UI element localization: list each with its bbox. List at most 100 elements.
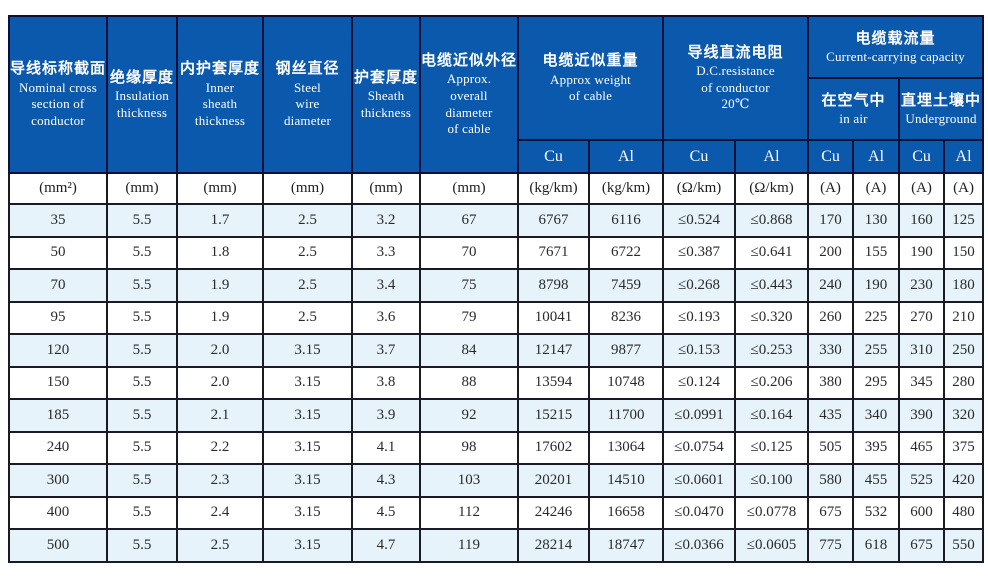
cell: 2.5 [262,203,353,238]
cell: 2.5 [262,268,353,303]
cell: 14510 [587,463,665,498]
col-header-inner-sheath-thickness: 内护套厚度 Inner sheath thickness [176,15,264,174]
cell: 119 [419,528,519,563]
cell: 240 [807,268,855,303]
table-row: 120 5.5 2.0 3.15 3.7 84 12147 9877 ≤0.153 ≤0.253 3… [8,333,985,368]
subgroup-header-en: in air [839,110,868,126]
cell: 2.0 [176,365,264,400]
cell: ≤0.0470 [662,495,737,530]
cell: 12147 [517,333,590,368]
cell: 6767 [517,203,590,238]
unit-cell: (mm) [106,172,178,205]
cell: 24246 [517,495,590,530]
cell: ≤0.0601 [662,463,737,498]
cell: 190 [852,268,901,303]
cell: 618 [852,528,901,563]
table-row: 70 5.5 1.9 2.5 3.4 75 8798 7459 ≤0.268 ≤0.443 240 1… [8,268,985,303]
cable-spec-table: 导线标称截面 Nominal cross section of conducto… [8,15,985,563]
cell: 200 [807,235,855,270]
cell: ≤0.320 [734,300,810,335]
cell: 3.4 [351,268,421,303]
table-row: 300 5.5 2.3 3.15 4.3 103 20201 14510 ≤0.0601 ≤0.1… [8,463,985,498]
cell: 3.6 [351,300,421,335]
group-header-en: D.C.resistance of conductor 20℃ [696,63,775,112]
cell: 67 [419,203,519,238]
cell: 35 [8,203,108,238]
cell: 380 [807,365,855,400]
subgroup-header-zh: 直埋土壤中 [901,92,982,109]
cell: 295 [852,365,901,400]
group-header-dc-resistance: 导线直流电阻 D.C.resistance of conductor 20℃ [662,15,810,141]
cell: 75 [419,268,519,303]
cell: 5.5 [106,528,178,563]
cell: 50 [8,235,108,270]
cell: 4.3 [351,463,421,498]
cell: 17602 [517,430,590,465]
table-body: 35 5.5 1.7 2.5 3.2 67 6767 6116 ≤0.524 ≤0.868 170 1… [8,203,985,563]
table-row: 150 5.5 2.0 3.15 3.8 88 13594 10748 ≤0.124 ≤0.206… [8,365,985,400]
cell: 5.5 [106,203,178,238]
cell: 190 [898,235,946,270]
cell: 13594 [517,365,590,400]
col-header-zh: 钢丝直径 [275,61,340,78]
unit-cell: (A) [898,172,946,205]
cell: 103 [419,463,519,498]
cell: ≤0.193 [662,300,737,335]
header-row-metals: Cu Al Cu Al Cu Al Cu Al [9,139,985,174]
cell: 2.1 [176,398,264,433]
cell: 3.15 [262,528,353,563]
metal-header-al: Al [943,139,985,174]
cell: 4.7 [351,528,421,563]
cell: ≤0.164 [734,398,810,433]
col-header-zh: 内护套厚度 [179,61,260,78]
cell: 150 [8,365,108,400]
cell: 7459 [587,268,665,303]
cell: ≤0.868 [734,203,810,238]
cell: 92 [419,398,519,433]
cell: 3.2 [351,203,421,238]
subgroup-header-en: Underground [905,110,977,126]
cell: 18747 [587,528,665,563]
cell: 240 [8,430,108,465]
group-header-zh: 电缆载流量 [855,30,936,47]
cell: 1.9 [176,268,264,303]
group-header-current-capacity: 电缆载流量 Current-carrying capacity [807,15,985,79]
cell: 2.2 [176,430,264,465]
cell: 3.15 [262,495,353,530]
cell: 5.5 [106,495,178,530]
cell: 390 [898,398,946,433]
cell: 1.7 [176,203,264,238]
table-row: 95 5.5 1.9 2.5 3.6 79 10041 8236 ≤0.193 ≤0.320 260… [8,300,985,335]
metal-header-cu: Cu [517,139,590,174]
cell: 20201 [517,463,590,498]
cell: 10748 [587,365,665,400]
unit-cell: (kg/km) [517,172,590,205]
cell: 225 [852,300,901,335]
col-header-insulation-thickness: 绝缘厚度 Insulation thickness [106,15,178,174]
col-header-en: Sheath thickness [360,88,412,120]
cell: 6722 [587,235,665,270]
subgroup-header-in-air: 在空气中 in air [807,77,901,141]
cell: ≤0.0754 [662,430,737,465]
units-row: (mm²) (mm) (mm) (mm) (mm) (mm) (kg/km) (… [8,172,985,205]
cell: ≤0.641 [734,235,810,270]
cell: 1.9 [176,300,264,335]
subgroup-header-zh: 在空气中 [821,92,886,109]
table-row: 400 5.5 2.4 3.15 4.5 112 24246 16658 ≤0.0470 ≤0.0… [8,495,985,530]
col-header-zh: 导线标称截面 [10,61,107,78]
subgroup-header-underground: 直埋土壤中 Underground [898,77,985,141]
group-header-zh: 导线直流电阻 [687,44,784,61]
cell: 675 [898,528,946,563]
cell: 11700 [587,398,665,433]
cell: 775 [807,528,855,563]
metal-header-al: Al [852,139,901,174]
cell: 675 [807,495,855,530]
cell: 210 [943,300,985,335]
cell: 95 [8,300,108,335]
unit-cell: (kg/km) [587,172,665,205]
cell: 155 [852,235,901,270]
header-row-groups: 导线标称截面 Nominal cross section of conducto… [8,15,985,174]
col-header-zh: 护套厚度 [353,69,418,86]
col-header-en: Steel wire diameter [283,79,332,128]
cell: 70 [419,235,519,270]
